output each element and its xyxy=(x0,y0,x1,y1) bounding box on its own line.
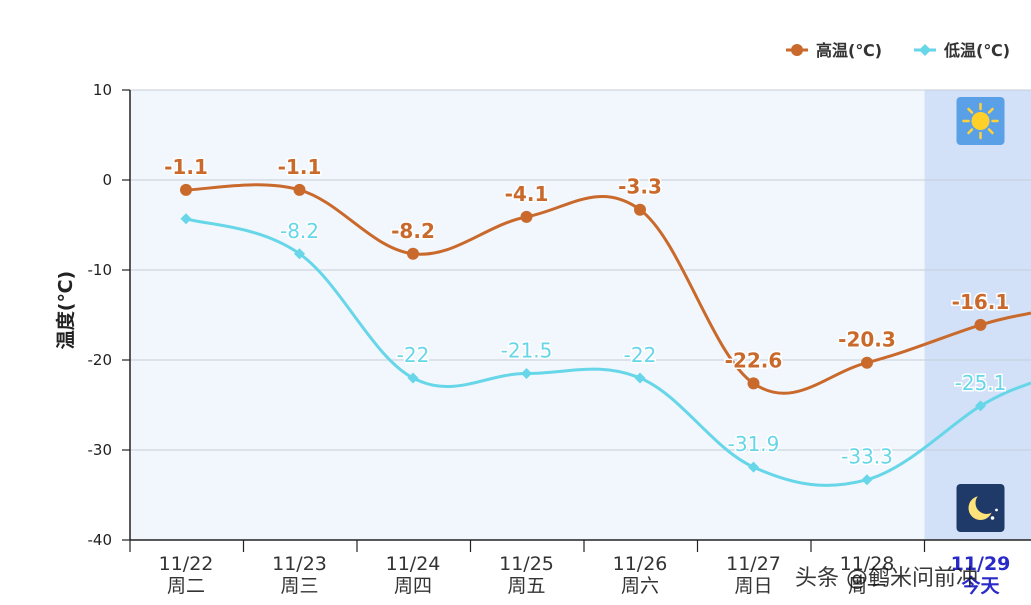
x-weekday-label: 周五 xyxy=(507,575,545,597)
x-date-label: 11/23 xyxy=(272,553,327,575)
data-point-high xyxy=(634,203,646,216)
sun-disc xyxy=(971,112,990,130)
sun-ray xyxy=(987,107,994,114)
x-date-label: 11/22 xyxy=(159,553,214,575)
x-weekday-label: 周二 xyxy=(167,575,205,597)
today-highlight xyxy=(924,90,1031,540)
data-label-low: -22 xyxy=(624,343,657,367)
data-point-low xyxy=(521,368,532,379)
data-label-high: -8.2 xyxy=(391,219,435,243)
data-point-low xyxy=(861,474,873,486)
data-label-low: -8.2 xyxy=(280,219,319,243)
data-point-low xyxy=(294,248,305,260)
data-label-low: -22 xyxy=(397,343,430,367)
x-date-label: 11/26 xyxy=(613,553,668,575)
x-date-label: 11/27 xyxy=(726,553,781,575)
data-label-high: -22.6 xyxy=(725,348,783,372)
legend-label: 高温(℃) xyxy=(816,41,882,60)
y-tick-label: -10 xyxy=(88,261,113,279)
data-label-low: -33.3 xyxy=(841,445,893,469)
series-line-low xyxy=(185,217,1031,487)
data-point-low xyxy=(748,461,759,473)
y-tick-label: 0 xyxy=(102,171,112,189)
y-tick-label: -20 xyxy=(88,351,113,369)
x-date-label: 11/25 xyxy=(499,553,554,575)
y-axis-title: 温度(℃) xyxy=(54,271,77,349)
star xyxy=(990,516,995,520)
legend-label: 低温(℃) xyxy=(943,41,1010,60)
data-label-low: -25.1 xyxy=(955,371,1007,395)
x-weekday-label: 周一 xyxy=(848,575,886,597)
legend-marker xyxy=(791,44,803,56)
data-point-low xyxy=(975,400,986,412)
sun-ray xyxy=(967,128,974,135)
x-weekday-label: 周日 xyxy=(734,575,772,597)
data-label-high: -3.3 xyxy=(618,175,662,199)
data-point-low xyxy=(407,372,419,384)
data-point-low xyxy=(634,372,646,384)
data-point-high xyxy=(861,356,873,369)
data-point-high xyxy=(520,210,533,223)
sun-ray xyxy=(967,107,974,114)
x-date-label: 11/29 xyxy=(951,553,1011,575)
data-point-high xyxy=(180,183,192,196)
data-label-high: -1.1 xyxy=(278,155,322,179)
data-label-high: -20.3 xyxy=(838,328,896,352)
x-date-label: 11/24 xyxy=(386,553,441,575)
data-label-low: -31.9 xyxy=(728,432,780,456)
sun-ray xyxy=(987,128,994,135)
plot-area xyxy=(130,90,1031,540)
legend-marker xyxy=(919,44,931,56)
data-point-high xyxy=(747,377,760,390)
star xyxy=(995,508,998,512)
x-date-label: 11/28 xyxy=(840,553,895,575)
x-weekday-label: 今天 xyxy=(960,574,1000,597)
x-weekday-label: 周三 xyxy=(280,575,318,597)
data-point-high xyxy=(407,247,419,260)
watermark: 头条 @鹌米问前冲 xyxy=(795,566,978,591)
moon-shadow xyxy=(975,492,998,514)
data-label-high: -16.1 xyxy=(952,290,1010,314)
y-tick-label: -30 xyxy=(88,441,113,459)
y-tick-label: -40 xyxy=(88,531,113,549)
data-label-high: -1.1 xyxy=(164,155,208,179)
data-label-high: -4.1 xyxy=(505,182,549,206)
x-weekday-label: 周四 xyxy=(394,575,432,597)
data-point-low xyxy=(180,213,192,225)
x-weekday-label: 周六 xyxy=(621,575,659,597)
data-label-low: -21.5 xyxy=(501,339,553,363)
y-tick-label: 10 xyxy=(93,81,112,99)
data-point-high xyxy=(974,318,987,331)
data-point-high xyxy=(293,183,306,196)
